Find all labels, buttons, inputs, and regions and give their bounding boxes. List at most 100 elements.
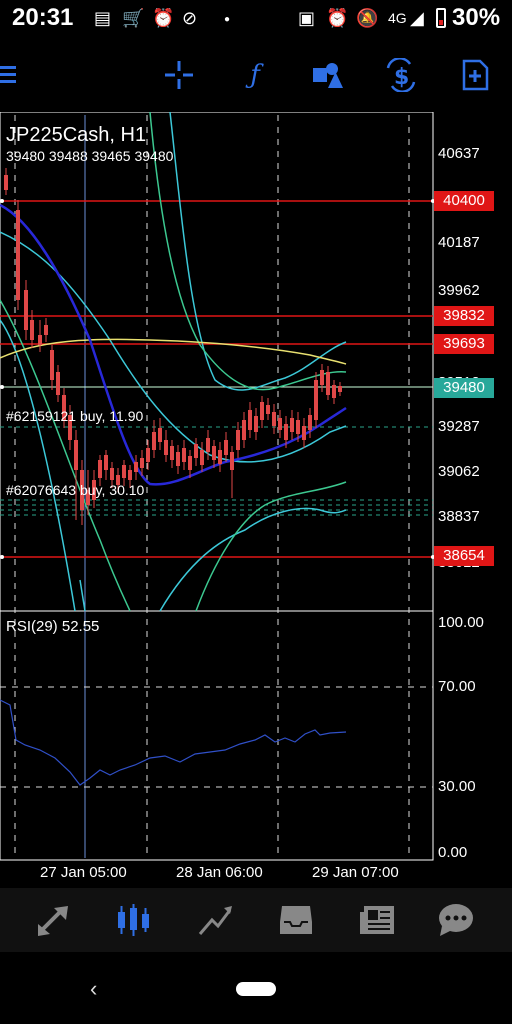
candle-body [314, 380, 318, 420]
candle-body [236, 430, 240, 450]
ohlc-values: 39480 39488 39465 39480 [6, 148, 174, 164]
rsi-title: RSI(29) 52.55 [6, 618, 100, 635]
rsi-level-label: 0.00 [438, 844, 468, 861]
candle-body [326, 372, 330, 395]
message-icon: ▤ [94, 8, 112, 28]
candle-body [50, 350, 54, 380]
order-label[interactable]: #62159121 buy, 11.90 [6, 408, 144, 424]
rsi-line [0, 699, 347, 786]
candle-body [128, 470, 132, 480]
time-label: 29 Jan 07:00 [312, 864, 399, 881]
new-order-icon[interactable] [458, 58, 492, 92]
candle-body [188, 456, 192, 470]
band-lower-outer-right [159, 507, 347, 612]
indicators-icon[interactable]: ƒ [250, 60, 260, 90]
status-time: 20:31 [12, 4, 74, 31]
candle-body [86, 490, 90, 505]
menu-icon[interactable] [0, 58, 20, 92]
cast-icon: ▣ [298, 8, 316, 28]
alarm-icon: ⏰ [152, 8, 175, 28]
candle-body [98, 460, 102, 478]
price-label: 39962 [438, 282, 480, 299]
objects-icon[interactable] [310, 58, 344, 92]
rsi-level-label: 100.00 [438, 614, 484, 631]
news-icon[interactable] [358, 902, 398, 938]
level-tag-39832[interactable]: 39832 [434, 306, 494, 326]
candle-body [80, 470, 84, 510]
history-icon[interactable] [276, 902, 316, 938]
price-label: 39062 [438, 463, 480, 480]
candles [4, 168, 342, 525]
chart-canvas[interactable] [0, 112, 512, 888]
status-bar: 20:31 ▤ 🛒 ⏰ ⊘ ● ▣ ⏰ 🔕 4G ◢ 30% [0, 0, 512, 36]
candle-body [152, 432, 156, 450]
back-icon[interactable]: ‹ [90, 976, 98, 1001]
battery-icon [436, 8, 446, 28]
network-label: 4G [388, 10, 407, 26]
candle-body [110, 468, 114, 480]
rsi-level-label: 30.00 [438, 778, 476, 795]
candle-body [140, 458, 144, 468]
cart-icon: 🛒 [122, 8, 145, 28]
svg-text:$: $ [394, 65, 409, 90]
candle-body [56, 372, 60, 395]
candle-body [44, 325, 48, 335]
time-label: 27 Jan 05:00 [40, 864, 127, 881]
order-label[interactable]: #62076643 buy, 30.10 [6, 482, 145, 498]
chart-area[interactable]: JP225Cash, H1 39480 39488 39465 39480 40… [0, 112, 512, 888]
location-off-icon: ⊘ [182, 8, 198, 28]
level-tag-40400[interactable]: 40400 [434, 191, 494, 211]
dot-icon: ● [224, 14, 231, 25]
trade-icon[interactable] [196, 902, 236, 938]
candle-body [242, 420, 246, 440]
candle-body [92, 480, 96, 500]
current-price-tag: 39480 [434, 378, 494, 398]
candle-body [158, 428, 162, 442]
candle-body [104, 455, 108, 470]
candle-body [224, 440, 228, 455]
chart-icon[interactable] [114, 902, 154, 938]
bottom-navigation [0, 888, 512, 952]
candle-body [134, 462, 138, 472]
symbol-title: JP225Cash, H1 [6, 124, 147, 146]
ma-yellow [0, 338, 347, 365]
candle-body [296, 420, 300, 434]
level-tag-38654[interactable]: 38654 [434, 546, 494, 566]
signal-icon: ◢ [410, 8, 424, 28]
candle-body [38, 335, 42, 345]
candle-body [62, 395, 66, 420]
system-navigation: ‹ [0, 952, 512, 1024]
candle-body [260, 402, 264, 420]
symbol-change-icon[interactable]: $ [384, 57, 418, 93]
candle-body [278, 418, 282, 430]
candle-body [146, 448, 150, 462]
candle-body [338, 386, 342, 392]
candle-body [266, 405, 270, 414]
band-green-lower-left [0, 299, 131, 612]
home-pill[interactable] [236, 982, 276, 996]
candle-body [24, 290, 28, 330]
candle-body [302, 426, 306, 440]
candle-body [212, 446, 216, 460]
candle-body [332, 385, 336, 398]
price-label: 39287 [438, 418, 480, 435]
candle-body [284, 424, 288, 440]
candle-body [230, 452, 234, 470]
price-label: 40637 [438, 145, 480, 162]
candle-body [16, 210, 20, 300]
price-label: 40187 [438, 234, 480, 251]
candle-body [194, 444, 198, 458]
candle-body [218, 450, 222, 464]
band-green-lower-right [195, 481, 347, 612]
quotes-icon[interactable] [34, 902, 74, 938]
level-tag-39693[interactable]: 39693 [434, 334, 494, 354]
crosshair-icon[interactable] [162, 58, 196, 92]
rsi-level-label: 70.00 [438, 678, 476, 695]
mute-icon: 🔕 [356, 8, 379, 28]
chat-icon[interactable] [436, 902, 476, 938]
candle-body [206, 438, 210, 452]
candle-body [290, 418, 294, 432]
chart-toolbar: ƒ $ [0, 40, 512, 110]
candle-body [68, 415, 72, 440]
battery-percent: 30% [452, 4, 501, 31]
